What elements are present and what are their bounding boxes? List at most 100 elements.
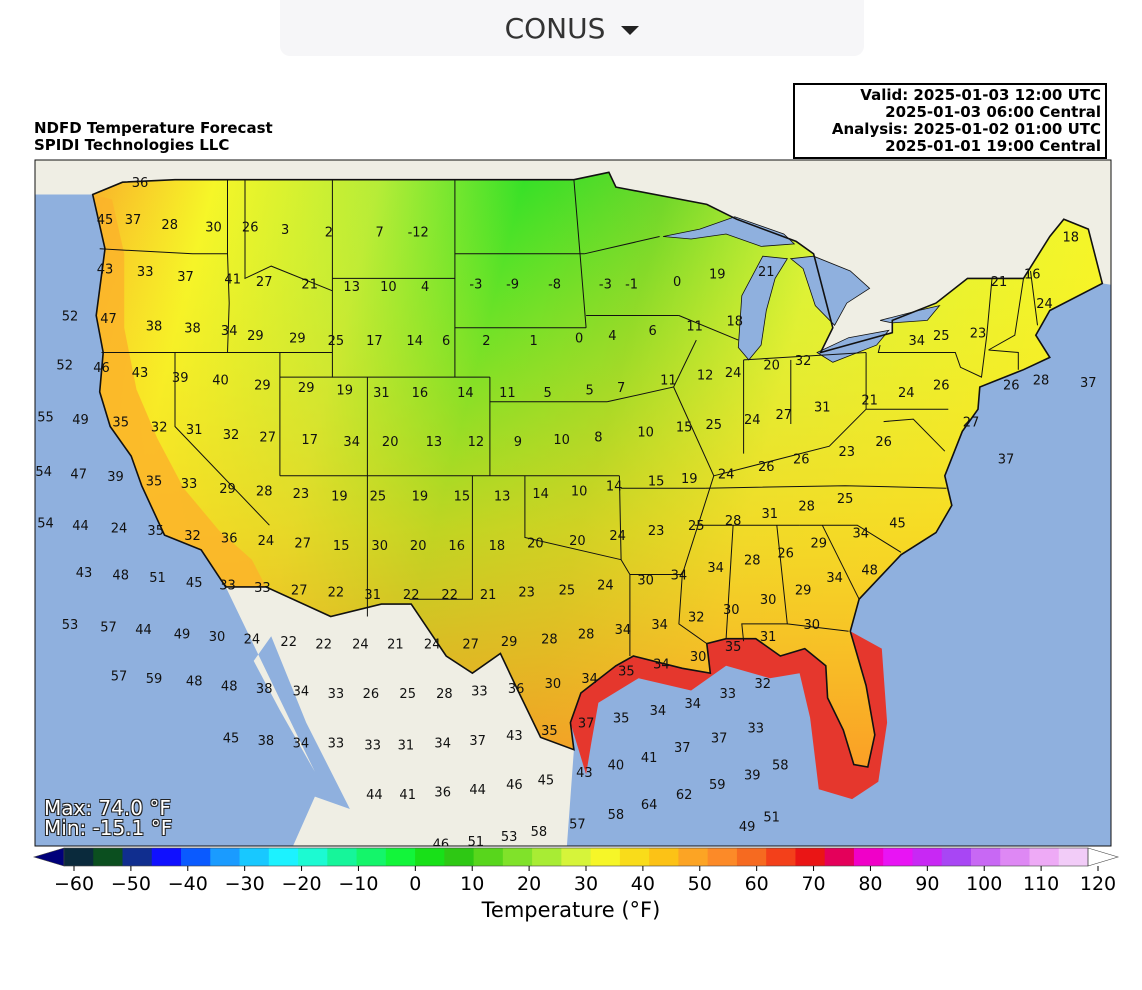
- temperature-label: 37: [674, 741, 691, 756]
- temperature-label: 29: [795, 583, 812, 598]
- state-border: [673, 386, 715, 645]
- temperature-label: 16: [412, 386, 429, 401]
- temperature-label: 26: [793, 453, 810, 468]
- colorbar-swatch: [561, 848, 592, 866]
- lake: [737, 255, 788, 361]
- colorbar-tick-label: −30: [225, 873, 265, 895]
- temperature-label: 27: [256, 275, 273, 290]
- temperature-label: 24: [744, 413, 761, 428]
- temperature-label: 27: [462, 638, 479, 653]
- temperature-label: -3: [599, 277, 612, 292]
- state-border: [725, 525, 734, 639]
- temperature-label: 35: [618, 665, 635, 680]
- temperature-label: 41: [641, 751, 658, 766]
- colorbar-swatch: [239, 848, 270, 866]
- colorbar-swatch: [590, 848, 621, 866]
- state-border: [227, 179, 230, 353]
- temperature-label: 34: [221, 324, 238, 339]
- temperature-label: 32: [184, 529, 201, 544]
- temperature-label: 43: [76, 566, 93, 581]
- temperature-label: 29: [298, 381, 315, 396]
- temperature-label: -1: [625, 277, 638, 292]
- state-border: [524, 475, 622, 561]
- temperature-label: 21: [861, 393, 878, 408]
- colorbar-swatch: [736, 848, 767, 866]
- temperature-label: 36: [132, 176, 149, 191]
- state-border: [883, 418, 946, 452]
- temperature-label: 33: [137, 265, 154, 280]
- state-border: [821, 524, 860, 600]
- colorbar-tick-label: 60: [745, 873, 769, 895]
- colorbar-frame: [63, 847, 1089, 867]
- temperature-label: 45: [97, 213, 114, 228]
- colorbar-tick-label: −50: [111, 873, 151, 895]
- temperature-label: 48: [186, 675, 203, 690]
- temperature-label: 7: [617, 381, 625, 396]
- temperature-label: 13: [343, 280, 360, 295]
- temperature-label: 25: [370, 490, 387, 505]
- colorbar-swatch: [883, 848, 913, 866]
- temperature-label: 46: [506, 778, 523, 793]
- temperature-label: 13: [426, 435, 443, 450]
- temperature-label: 64: [641, 798, 658, 813]
- temperature-label: 51: [468, 835, 485, 850]
- colorbar-tick-label: 80: [858, 873, 882, 895]
- us-outline: [91, 171, 1104, 768]
- temperature-label: 51: [149, 571, 166, 586]
- temperature-label: 17: [301, 433, 318, 448]
- state-border: [741, 525, 788, 642]
- temperature-label: 43: [576, 766, 593, 781]
- temperature-label: -3: [469, 277, 482, 292]
- colorbar-swatch: [327, 848, 358, 866]
- colorbar-swatch: [93, 848, 124, 866]
- colorbar-swatch: [649, 848, 679, 866]
- temperature-label: 0: [673, 275, 681, 290]
- temperature-label: 71: [734, 924, 751, 936]
- gulf-coast-warm-field: [570, 631, 888, 800]
- temperature-label: 21: [301, 277, 318, 292]
- temperature-label: 10: [571, 485, 588, 500]
- temperature-label: 38: [256, 682, 273, 697]
- temperature-label: 33: [364, 739, 381, 754]
- temperature-label: 31: [186, 423, 203, 438]
- colorbar-ticks: −60 −50 −40 −30 −20 −10 0 10 20 30 40 50 60 70 80 90 100…: [54, 866, 1116, 895]
- temperature-label: 28: [744, 554, 761, 569]
- temperature-label: 18: [489, 539, 506, 554]
- temperature-label: 24: [258, 534, 275, 549]
- temperature-label: 28: [725, 514, 742, 529]
- temperature-label: 26: [363, 687, 380, 702]
- temperature-label: 37: [711, 731, 728, 746]
- region-dropdown-value: CONUS: [504, 11, 606, 45]
- temperature-label: 44: [366, 788, 383, 803]
- valid-central: 2025-01-03 06:00 Central: [885, 103, 1101, 121]
- temperature-label: 40: [608, 759, 625, 774]
- colorbar-tick-label: 100: [966, 873, 1002, 895]
- colorbar-tick-label: 50: [688, 873, 712, 895]
- temperature-label: 45: [223, 731, 240, 746]
- temperature-label: 49: [72, 413, 89, 428]
- temperature-label: 0: [575, 332, 583, 347]
- temperature-label: 24: [111, 522, 128, 537]
- state-border: [678, 315, 739, 341]
- temperature-label: 51: [763, 810, 780, 825]
- temperature-label: 4: [608, 329, 616, 344]
- temperature-label: 1: [529, 334, 537, 349]
- region-dropdown[interactable]: CONUS: [280, 0, 864, 56]
- temperature-label: 24: [424, 638, 441, 653]
- temperature-label: 30: [690, 650, 707, 665]
- temperature-label: 30: [371, 539, 388, 554]
- temperature-label: 28: [436, 687, 453, 702]
- temperature-label: 38: [146, 319, 163, 334]
- temperature-label: 14: [406, 334, 423, 349]
- temperature-label: 11: [660, 374, 677, 389]
- temperature-label: 29: [811, 536, 828, 551]
- colorbar-swatch: [473, 848, 504, 866]
- temperature-label: 34: [909, 334, 926, 349]
- temperature-label: 34: [293, 736, 310, 751]
- min-temperature: Min: -15.1 °F: [44, 816, 173, 840]
- temperature-label: 48: [221, 680, 238, 695]
- temperature-label: 21: [387, 638, 404, 653]
- temperature-map-figure: NDFD Temperature Forecast SPIDI Technolo…: [20, 76, 1130, 936]
- temperature-label: 17: [366, 334, 383, 349]
- temperature-label: 2: [325, 226, 333, 241]
